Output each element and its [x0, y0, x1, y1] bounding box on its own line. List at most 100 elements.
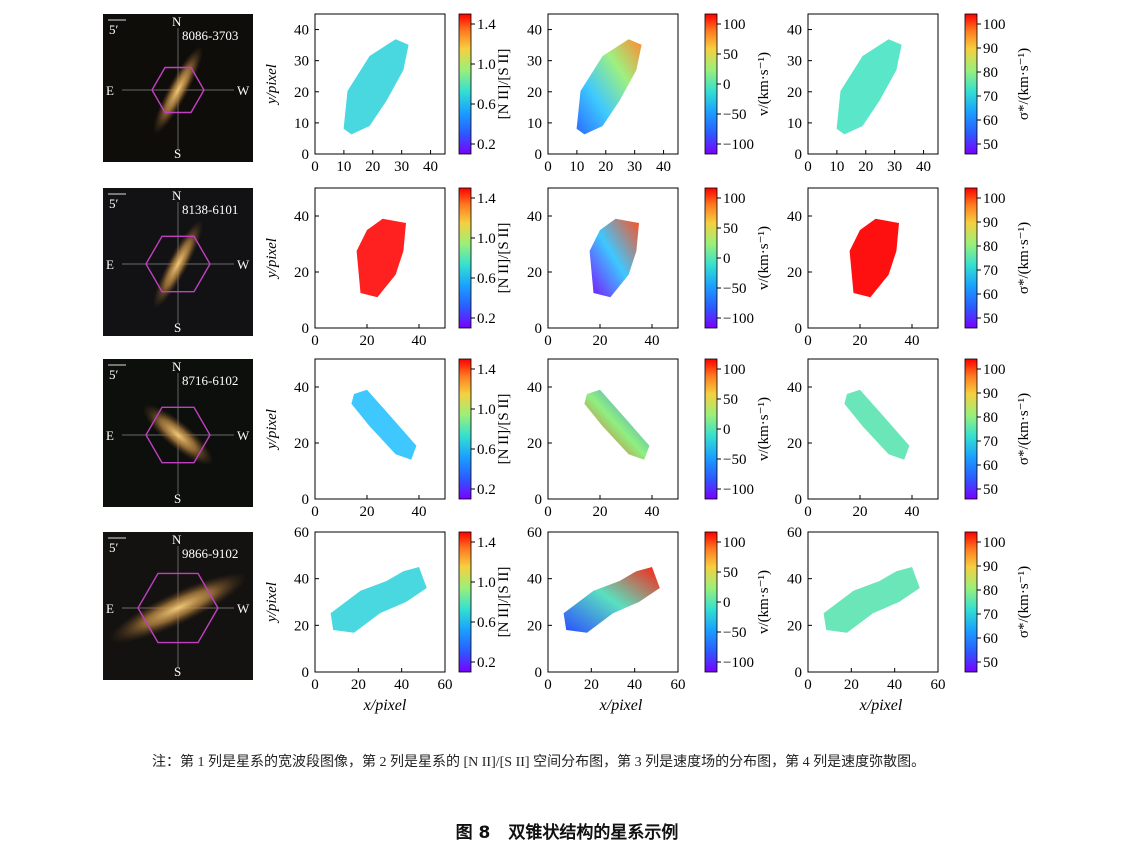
compass-west: W: [237, 601, 250, 616]
y-tick-label: 20: [787, 85, 802, 101]
x-tick-label: 40: [627, 677, 642, 693]
colorbar-tick-label: 50: [723, 565, 738, 581]
y-tick-label: 20: [294, 436, 309, 452]
y-tick-label: 40: [294, 380, 309, 396]
galaxy-blob: [142, 404, 214, 466]
colorbar: [964, 531, 978, 673]
x-tick-label: 20: [360, 333, 375, 349]
scale-label: 5′: [109, 367, 119, 382]
y-tick-label: 0: [535, 321, 543, 337]
x-axis-label: x/pixel: [859, 697, 903, 714]
x-tick-label: 0: [544, 333, 552, 349]
compass-east: E: [106, 83, 114, 98]
x-tick-label: 40: [656, 159, 671, 175]
x-tick-label: 0: [804, 677, 812, 693]
map-blob: [343, 39, 409, 135]
y-tick-label: 0: [795, 665, 803, 681]
colorbar-tick-label: 0: [723, 251, 731, 267]
colorbar-tick-label: 0.6: [477, 615, 496, 631]
x-tick-label: 40: [412, 333, 427, 349]
compass-west: W: [237, 428, 250, 443]
x-tick-label: 20: [593, 504, 608, 520]
colorbar-tick-label: 1.0: [477, 57, 496, 73]
colorbar-tick-label: 0.6: [477, 271, 496, 287]
dispersion-map: 0 10 20 30 40 0 10 20 30 40 100 90 80 70 60 50 σ*/(km·s⁻…: [787, 13, 1032, 175]
velocity-map: 0 10 20 30 40 0 10 20 30 40 100 50 0 −50 −100 v/(km·s⁻¹…: [527, 13, 772, 175]
figure: 5′ N S E W 8086-3703 0 10 20 30 40 0 10 20 30 40 y/pixel…: [103, 13, 1032, 714]
colorbar-tick-label: 100: [723, 535, 746, 551]
y-tick-label: 0: [302, 321, 310, 337]
colorbar-tick-label: 70: [983, 263, 998, 279]
colorbar-tick-label: 1.4: [477, 535, 496, 551]
colorbar-tick-label: 1.0: [477, 575, 496, 591]
colorbar-tick-label: 90: [983, 559, 998, 575]
colorbar-tick-label: 50: [983, 137, 998, 153]
x-tick-label: 30: [627, 159, 642, 175]
x-tick-label: 20: [351, 677, 366, 693]
galaxy-id: 8086-3703: [182, 28, 238, 43]
compass-west: W: [237, 83, 250, 98]
y-tick-label: 0: [795, 147, 803, 163]
x-tick-label: 0: [544, 677, 552, 693]
compass-north: N: [172, 532, 182, 547]
colorbar-tick-label: 50: [983, 482, 998, 498]
colorbar-label: v/(km·s⁻¹): [756, 226, 772, 290]
compass-south: S: [174, 320, 181, 335]
colorbar-tick-label: 100: [983, 191, 1006, 207]
y-tick-label: 20: [527, 265, 542, 281]
colorbar-label: σ*/(km·s⁻¹): [1016, 393, 1032, 465]
x-tick-label: 10: [336, 159, 351, 175]
y-tick-label: 20: [527, 618, 542, 634]
ratio-map: 0 20 40 0 20 40 y/pixel 1.4 1.0 0.6 0.2 [N II]/[S I…: [264, 358, 512, 520]
y-tick-label: 40: [527, 209, 542, 225]
figure-row-2: 5′ N S E W 8138-6101 0 20 40 0 20 40 y/pixel 1.4 1.0 0.…: [103, 187, 1032, 349]
x-tick-label: 60: [438, 677, 453, 693]
compass-west: W: [237, 257, 250, 272]
y-tick-label: 40: [527, 572, 542, 588]
y-axis-label: y/pixel: [264, 582, 280, 624]
colorbar: [964, 187, 978, 329]
velocity-map: 0 20 40 0 20 40 100 50 0 −50 −100 v/(km·s⁻¹): [527, 187, 772, 349]
colorbar-tick-label: −50: [723, 452, 746, 468]
y-tick-label: 20: [294, 618, 309, 634]
ifu-hexagon: [145, 235, 211, 293]
colorbar-label: [N II]/[S II]: [496, 567, 512, 638]
y-tick-label: 0: [302, 147, 310, 163]
map-blob: [589, 218, 639, 298]
galaxy-id: 8138-6101: [182, 202, 238, 217]
y-axis-label: y/pixel: [264, 409, 280, 451]
y-tick-label: 20: [787, 436, 802, 452]
colorbar-tick-label: 1.4: [477, 191, 496, 207]
colorbar-tick-label: 70: [983, 89, 998, 105]
colorbar-tick-label: −100: [723, 311, 754, 327]
map-blob: [351, 389, 417, 460]
y-tick-label: 40: [527, 23, 542, 39]
colorbar: [458, 531, 472, 673]
ifu-hexagon: [137, 572, 219, 644]
x-tick-label: 0: [311, 159, 319, 175]
x-tick-label: 20: [853, 333, 868, 349]
figure-caption: 图 8 双锥状结构的星系示例: [0, 818, 1134, 843]
colorbar-tick-label: 50: [723, 392, 738, 408]
map-blob: [836, 39, 902, 135]
compass-east: E: [106, 601, 114, 616]
colorbar-tick-label: −100: [723, 482, 754, 498]
colorbar-label: [N II]/[S II]: [496, 394, 512, 465]
colorbar-tick-label: 100: [983, 17, 1006, 33]
map-blob: [563, 567, 660, 633]
colorbar-tick-label: 60: [983, 113, 998, 129]
colorbar-tick-label: 0.2: [477, 311, 496, 327]
y-tick-label: 20: [787, 618, 802, 634]
colorbar-tick-label: 0.2: [477, 482, 496, 498]
colorbar-tick-label: 50: [723, 47, 738, 63]
x-tick-label: 20: [598, 159, 613, 175]
colorbar-tick-label: 60: [983, 631, 998, 647]
colorbar-tick-label: 1.0: [477, 231, 496, 247]
colorbar-tick-label: 90: [983, 386, 998, 402]
y-tick-label: 40: [294, 23, 309, 39]
dispersion-map: 0 20 40 0 20 40 100 90 80 70 60 50 σ*/(km·s⁻¹): [787, 358, 1032, 520]
compass-south: S: [174, 146, 181, 161]
y-tick-label: 20: [527, 85, 542, 101]
colorbar-tick-label: 0.2: [477, 655, 496, 671]
y-tick-label: 20: [527, 436, 542, 452]
